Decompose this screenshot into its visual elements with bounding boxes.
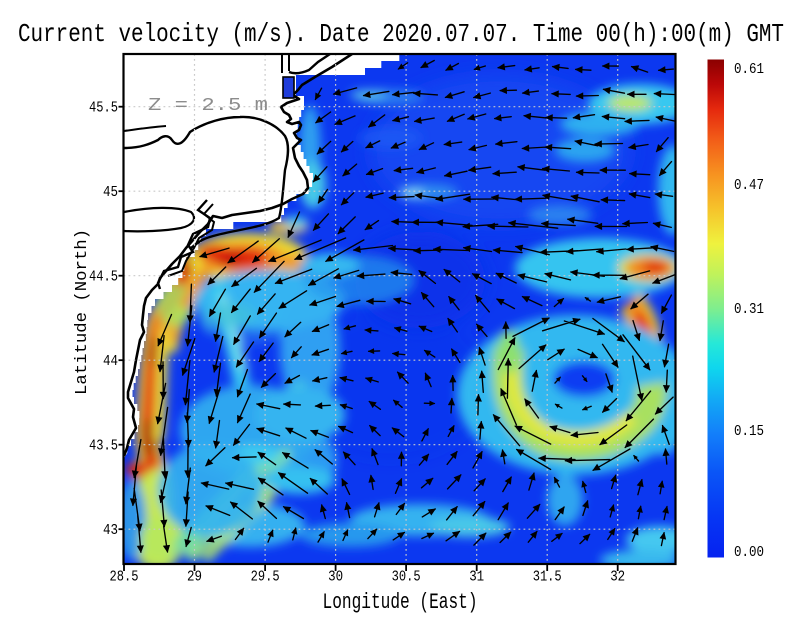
svg-text:0.15: 0.15 [734, 423, 764, 440]
svg-text:0.31: 0.31 [734, 301, 764, 318]
svg-text:0.00: 0.00 [734, 544, 764, 561]
svg-text:Z = 2.5 m: Z = 2.5 m [148, 96, 268, 116]
svg-text:44: 44 [103, 353, 118, 370]
svg-text:30.5: 30.5 [392, 569, 421, 586]
svg-text:30: 30 [328, 569, 343, 586]
svg-text:Longitude (East): Longitude (East) [323, 590, 478, 615]
svg-text:0.47: 0.47 [734, 177, 764, 194]
svg-text:43: 43 [103, 522, 118, 539]
svg-text:31.5: 31.5 [533, 569, 562, 586]
svg-text:45.5: 45.5 [89, 100, 118, 117]
svg-text:44.5: 44.5 [89, 269, 118, 286]
svg-text:31: 31 [469, 569, 484, 586]
svg-text:29.5: 29.5 [251, 569, 280, 586]
svg-text:43.5: 43.5 [89, 438, 118, 455]
svg-text:Current velocity (m/s). Date 2: Current velocity (m/s). Date 2020.07.07.… [18, 19, 784, 49]
svg-text:Latitude (North): Latitude (North) [73, 229, 92, 395]
svg-text:29: 29 [187, 569, 202, 586]
svg-text:0.61: 0.61 [734, 61, 764, 78]
svg-text:45: 45 [103, 184, 118, 201]
svg-text:28.5: 28.5 [110, 569, 139, 586]
svg-text:32: 32 [610, 569, 625, 586]
